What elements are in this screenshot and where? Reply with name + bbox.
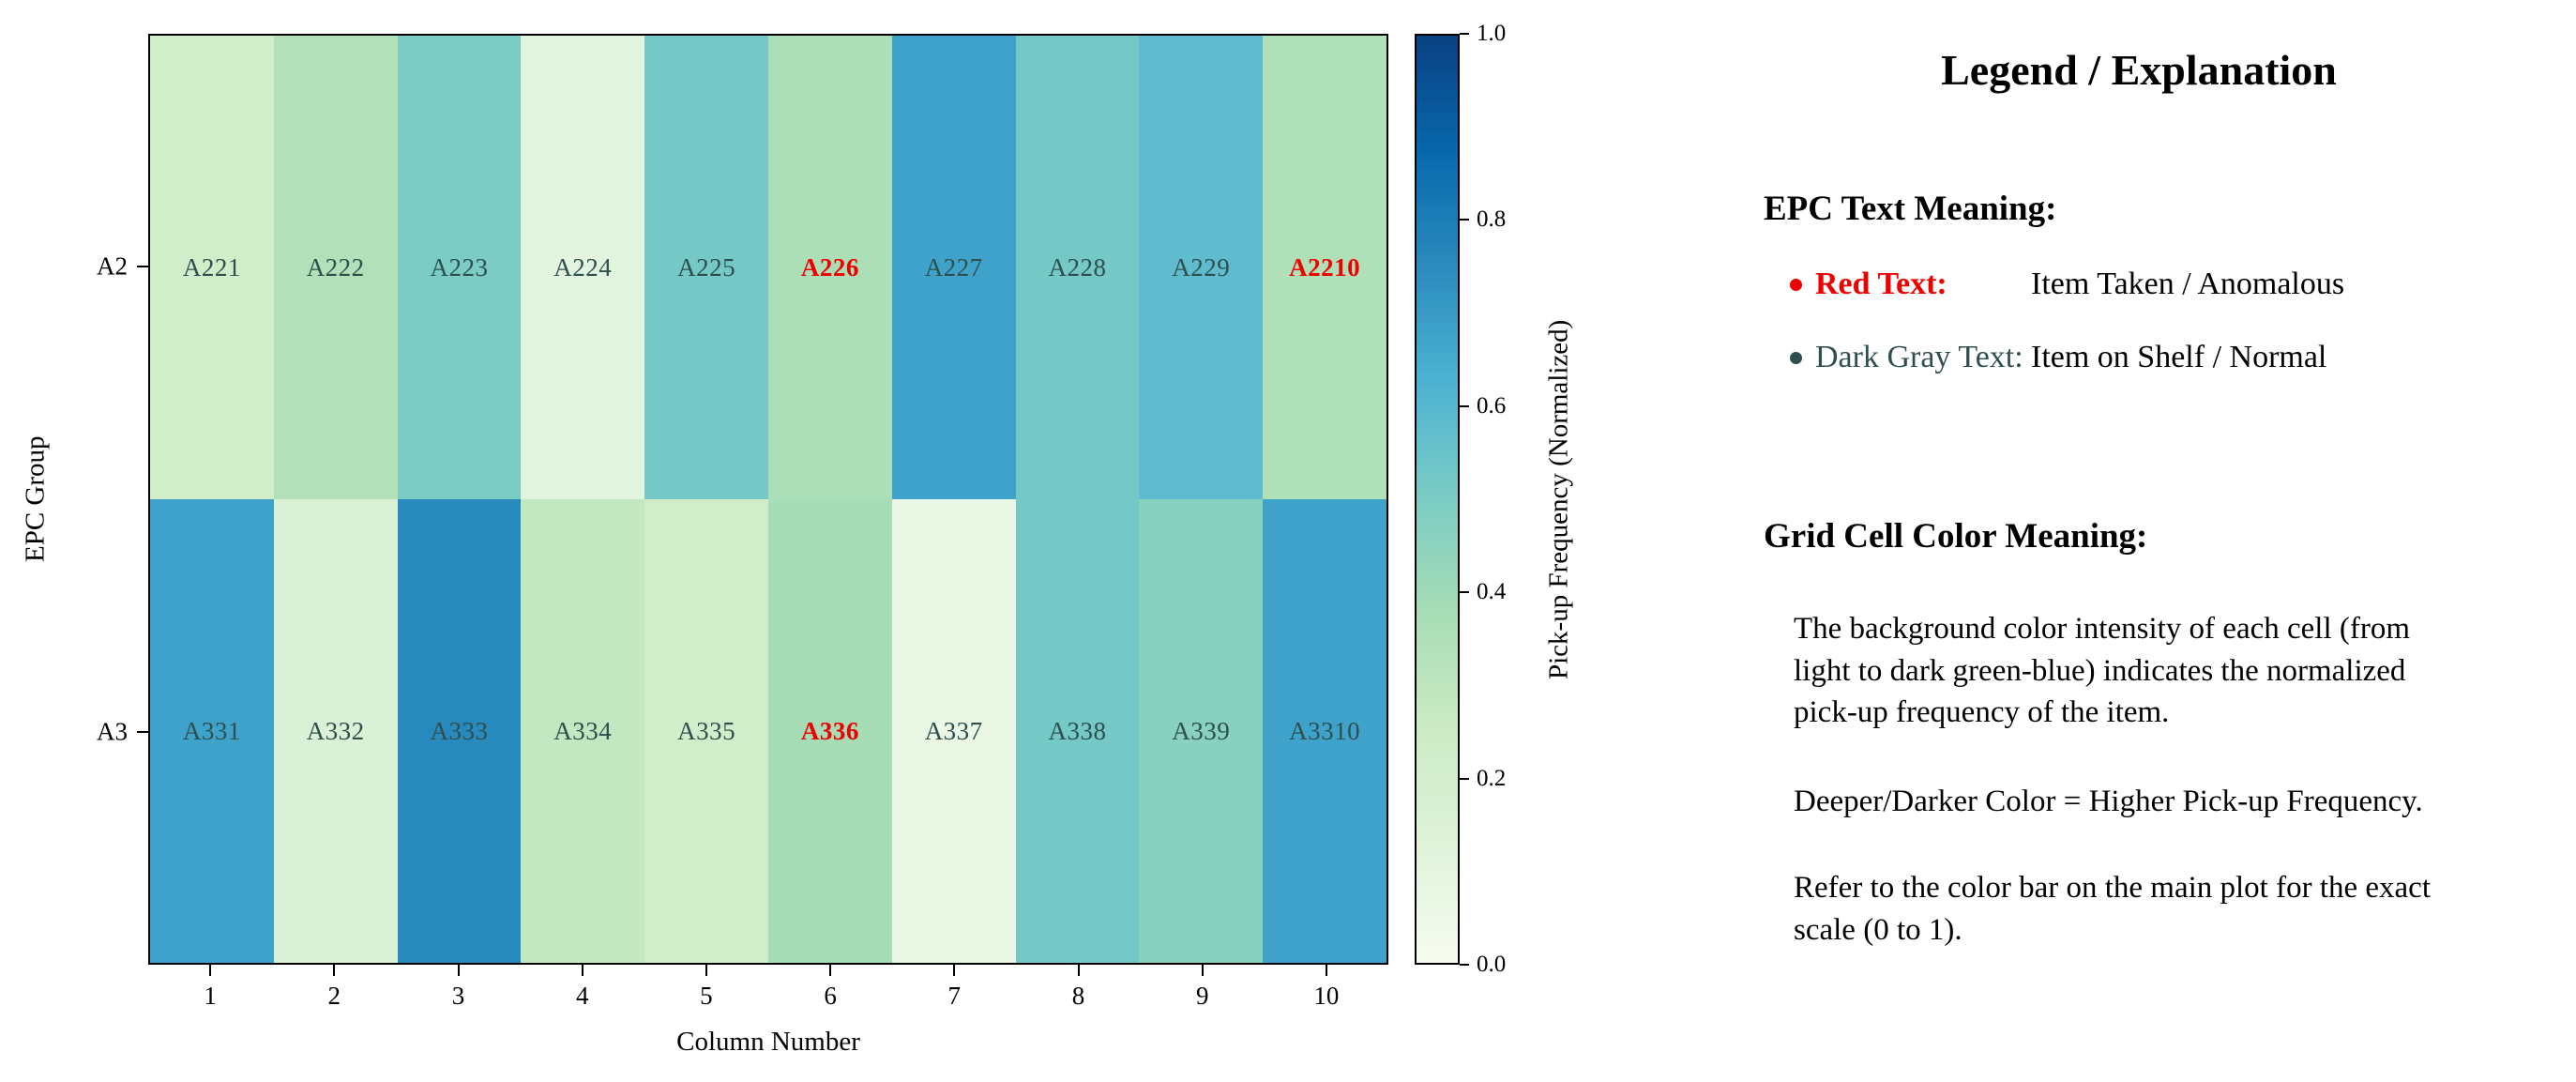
x-tick-mark bbox=[209, 965, 212, 976]
grid-cell-color-meaning-heading: Grid Cell Color Meaning: bbox=[1764, 517, 2148, 556]
x-tick-label-2: 2 bbox=[327, 982, 341, 1010]
legend-panel: Legend / Explanation EPC Text Meaning: R… bbox=[1764, 28, 2514, 951]
color-intensity-paragraph: The background color intensity of each c… bbox=[1794, 612, 2411, 730]
heatmap-cell-A332: A332 bbox=[273, 499, 398, 963]
colorbar-tick-mark bbox=[1460, 33, 1469, 35]
colorbar-tick-label: 0.2 bbox=[1477, 765, 1507, 791]
x-tick-mark bbox=[457, 965, 460, 976]
x-tick-label-9: 9 bbox=[1195, 982, 1209, 1010]
heatmap-cell-A225: A225 bbox=[644, 36, 768, 499]
heatmap-cell-A3310: A3310 bbox=[1263, 499, 1386, 963]
x-tick-mark bbox=[953, 965, 956, 976]
colorbar-tick-label: 1.0 bbox=[1477, 21, 1507, 46]
x-tick-mark bbox=[333, 965, 336, 976]
legend-term-gray: Dark Gray Text: bbox=[1815, 340, 2023, 374]
legend-desc-gray: Item on Shelf / Normal bbox=[2031, 340, 2327, 374]
red-bullet-icon bbox=[1790, 278, 1802, 291]
x-tick-mark bbox=[1325, 965, 1327, 976]
heatmap-cell-A339: A339 bbox=[1139, 499, 1264, 963]
heatmap-cell-A334: A334 bbox=[521, 499, 645, 963]
x-axis-label: Column Number bbox=[676, 1027, 860, 1057]
colorbar-tick-label: 0.8 bbox=[1477, 206, 1507, 233]
colorbar-label: Pick-up Frequency (Normalized) bbox=[1543, 319, 1574, 679]
y-tick-mark bbox=[137, 266, 148, 267]
y-axis-ticks: A2 A3 bbox=[0, 34, 148, 965]
heatmap-cell-A227: A227 bbox=[891, 36, 1016, 499]
epc-text-meaning-heading: EPC Text Meaning: bbox=[1764, 190, 2057, 228]
x-tick-label-5: 5 bbox=[700, 982, 713, 1010]
heatmap-cell-A331: A331 bbox=[150, 499, 274, 963]
refer-colorbar-paragraph: Refer to the color bar on the main plot … bbox=[1794, 871, 2431, 947]
y-tick-label-A3: A3 bbox=[97, 717, 128, 746]
x-axis-ticks: 1 2 3 4 5 6 7 8 9 10 bbox=[148, 965, 1388, 1030]
heatmap-cell-A229: A229 bbox=[1139, 36, 1264, 499]
heatmap-cell-A336: A336 bbox=[768, 499, 892, 963]
colorbar-tick-label: 0.6 bbox=[1477, 392, 1507, 419]
x-tick-mark bbox=[829, 965, 832, 976]
colorbar-tick-mark bbox=[1460, 964, 1469, 966]
legend-term-red: Red Text: bbox=[1815, 267, 1947, 301]
heatmap-cell-A333: A333 bbox=[397, 499, 522, 963]
heatmap-cell-A2210: A2210 bbox=[1263, 36, 1386, 499]
legend-title: Legend / Explanation bbox=[1941, 46, 2337, 94]
darker-color-paragraph: Deeper/Darker Color = Higher Pick-up Fre… bbox=[1794, 784, 2423, 818]
heatmap-cell-A338: A338 bbox=[1015, 499, 1140, 963]
x-tick-label-8: 8 bbox=[1071, 982, 1085, 1010]
x-tick-mark bbox=[1077, 965, 1080, 976]
heatmap-cell-A222: A222 bbox=[273, 36, 398, 499]
colorbar-ticks: 0.0 0.2 0.4 0.6 0.8 1.0 bbox=[1460, 21, 1582, 977]
heatmap-cell-A223: A223 bbox=[397, 36, 522, 499]
colorbar bbox=[1415, 34, 1460, 965]
x-tick-mark bbox=[581, 965, 583, 976]
heatmap-cell-A228: A228 bbox=[1015, 36, 1140, 499]
x-tick-mark bbox=[705, 965, 707, 976]
x-tick-mark bbox=[1201, 965, 1204, 976]
heatmap-cell-A335: A335 bbox=[644, 499, 768, 963]
legend-desc-red: Item Taken / Anomalous bbox=[2031, 267, 2345, 301]
y-tick-mark bbox=[137, 731, 148, 733]
heatmap-cell-A337: A337 bbox=[891, 499, 1016, 963]
colorbar-tick-label: 0.4 bbox=[1477, 579, 1507, 605]
colorbar-tick-label: 0.0 bbox=[1477, 952, 1507, 977]
colorbar-tick-mark bbox=[1460, 404, 1469, 407]
x-tick-label-1: 1 bbox=[204, 982, 217, 1010]
heatmap-plot: A221 A222 A223 A224 A225 A226 A227 A228 A229 A221… bbox=[148, 34, 1388, 965]
y-tick-label-A2: A2 bbox=[97, 251, 128, 281]
colorbar-tick-mark bbox=[1460, 219, 1469, 221]
x-tick-label-4: 4 bbox=[575, 982, 589, 1010]
legend-item-red-text: Red Text: Item Taken / Anomalous bbox=[1764, 267, 2514, 302]
x-tick-label-10: 10 bbox=[1313, 982, 1340, 1010]
colorbar-tick-mark bbox=[1460, 591, 1469, 594]
heatmap-cell-A224: A224 bbox=[521, 36, 645, 499]
x-tick-label-7: 7 bbox=[947, 982, 962, 1010]
gray-bullet-icon bbox=[1790, 351, 1802, 364]
heatmap-grid: A221 A222 A223 A224 A225 A226 A227 A228 A229 A221… bbox=[150, 36, 1386, 963]
heatmap-cell-A226: A226 bbox=[768, 36, 892, 499]
x-tick-label-6: 6 bbox=[824, 982, 837, 1010]
legend-item-dark-gray-text: Dark Gray Text: Item on Shelf / Normal bbox=[1764, 340, 2514, 375]
x-tick-label-3: 3 bbox=[451, 982, 465, 1010]
colorbar-tick-mark bbox=[1460, 777, 1469, 780]
heatmap-cell-A221: A221 bbox=[150, 36, 274, 499]
